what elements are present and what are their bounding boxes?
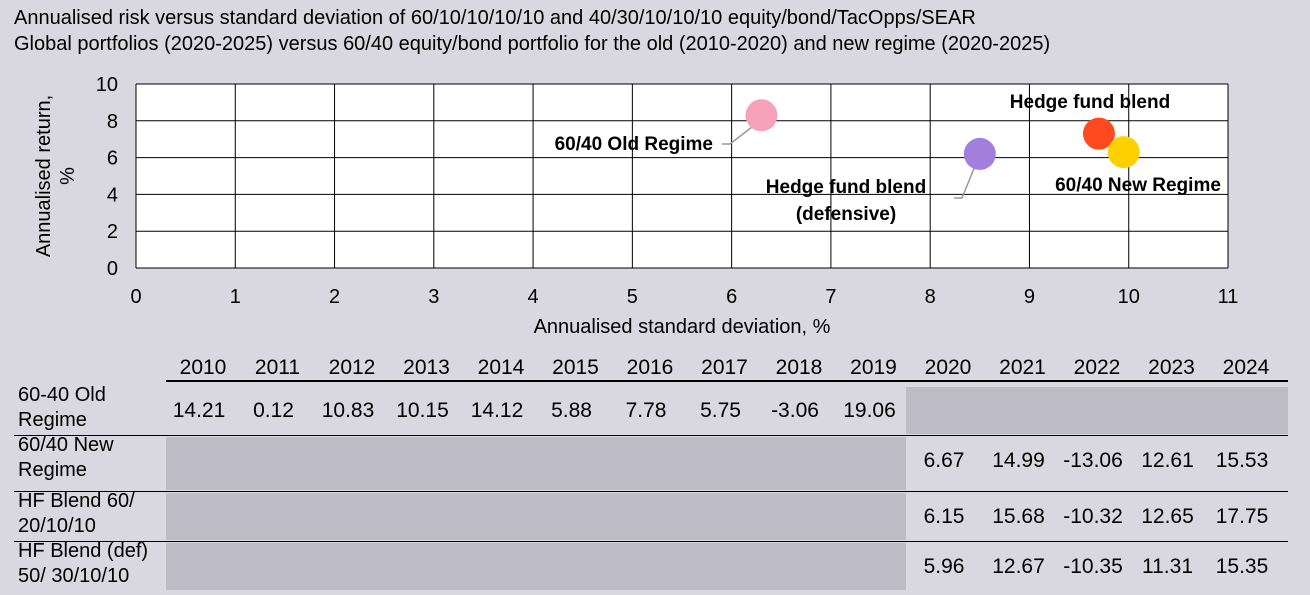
table-cell: 12.67: [992, 555, 1045, 578]
x-tick-label: 7: [825, 286, 836, 308]
table-cell: 7.78: [625, 399, 667, 422]
table-cell: 15.53: [1215, 449, 1269, 472]
table-cell: 5.88: [551, 399, 592, 422]
data-point: [745, 99, 778, 132]
table-cell: 6.67: [923, 449, 965, 472]
table-cell: 12.65: [1141, 505, 1194, 528]
chart-ticks: 0 1 2 3 4 5 6 7 8 9 10 11 0 2 4 6 8 10: [96, 74, 1239, 308]
table-cell: -10.32: [1063, 505, 1123, 528]
table-row-label: HF Blend 60/ 20/10/10: [18, 490, 135, 537]
table-cell: 10.15: [396, 399, 449, 422]
table-empty-shade: [166, 437, 906, 490]
table-cell: 11.31: [1142, 555, 1193, 578]
table-row-label: HF Blend (def) 50/ 30/10/10: [18, 540, 149, 587]
x-tick-label: 3: [428, 286, 439, 308]
table-header-rule: [166, 380, 1288, 382]
table-year-header: 2017: [701, 356, 748, 379]
table-year-header: 2014: [477, 356, 525, 379]
table-cell: 5.75: [700, 399, 741, 422]
table-year-header: 2018: [775, 356, 823, 379]
point-label: Hedge fund blend: [1010, 92, 1170, 113]
table-year-header: 2023: [1148, 356, 1195, 379]
table-cell: 15.35: [1215, 555, 1269, 578]
table-year-header: 2022: [1073, 356, 1121, 379]
table-year-header: 2019: [850, 356, 897, 379]
data-point: [963, 137, 996, 170]
x-tick-label: 10: [1118, 286, 1140, 308]
chart-points: 60/40 Old Regime Hedge fund blend (defensi…: [555, 92, 1221, 225]
scatter-chart: 0 1 2 3 4 5 6 7 8 9 10 11 0 2 4 6 8 10 Annualised standar…: [33, 74, 1239, 338]
point-label: 60/40 Old Regime: [555, 134, 713, 155]
table-empty-shade: [166, 543, 906, 590]
data-point: [1082, 117, 1115, 150]
point-label: (defensive): [796, 204, 896, 225]
table-cell: 14.12: [470, 399, 524, 422]
x-axis-label: Annualised standard deviation, %: [534, 316, 831, 338]
data-point: [1107, 136, 1140, 169]
chart-title-line-2: Global portfolios (2020-2025) versus 60/…: [14, 33, 1051, 55]
table-cell: 19.06: [843, 399, 896, 422]
table-cell: -13.06: [1063, 449, 1123, 472]
x-tick-label: 0: [130, 286, 141, 308]
y-tick-label: 10: [96, 74, 118, 96]
table-year-header: 2012: [328, 356, 376, 379]
y-tick-label: 0: [107, 258, 118, 280]
chart-grid: [135, 83, 1229, 269]
table-row-label: 60/40 New Regime: [18, 434, 114, 481]
y-tick-label: 6: [107, 148, 118, 170]
table-year-header: 2020: [924, 356, 972, 379]
table-cell: 6.15: [923, 505, 965, 528]
table-row-rule: [14, 491, 1288, 492]
table-empty-shade: [166, 493, 906, 540]
table-year-header: 2024: [1222, 356, 1270, 379]
point-label: Hedge fund blend: [766, 177, 926, 198]
table-empty-shade: [906, 387, 1288, 434]
table-year-header: 2013: [403, 356, 450, 379]
table-cell: 14.99: [992, 449, 1045, 472]
y-axis-label: Annualised return,%: [33, 95, 79, 257]
table-cell: 12.61: [1141, 449, 1194, 472]
point-leader-line: [954, 165, 976, 199]
y-tick-label: 4: [107, 184, 118, 206]
x-tick-label: 8: [925, 286, 936, 308]
x-tick-label: 2: [329, 286, 340, 308]
table-cell: 15.68: [992, 505, 1045, 528]
table-cell: 10.83: [321, 399, 375, 422]
table-year-header: 2010: [179, 356, 227, 379]
x-tick-label: 5: [627, 286, 638, 308]
y-tick-label: 2: [107, 221, 118, 243]
x-tick-label: 9: [1024, 286, 1035, 308]
table-year-header: 2016: [626, 356, 674, 379]
table-cell: -10.35: [1063, 555, 1123, 578]
plot-area: [136, 84, 1228, 268]
table-year-header: 2021: [999, 356, 1046, 379]
table-row-rule: [14, 435, 1288, 436]
table-year-header: 2011: [254, 356, 301, 379]
table-cell: 14.21: [172, 399, 226, 422]
table-year-header: 2015: [552, 356, 599, 379]
y-tick-label: 8: [107, 111, 118, 133]
table-cell: -3.06: [771, 399, 819, 422]
x-tick-label: 6: [726, 286, 737, 308]
table-row-label: 60-40 Old Regime: [18, 384, 106, 431]
table-row-rule: [14, 541, 1288, 542]
x-tick-label: 4: [528, 286, 539, 308]
point-leader-line: [722, 126, 753, 145]
table-cell: 17.75: [1215, 505, 1269, 528]
table-cell: 0.12: [253, 399, 294, 422]
x-tick-label: 1: [230, 286, 241, 308]
table-cell: 5.96: [923, 555, 965, 578]
x-tick-label: 11: [1218, 286, 1239, 308]
point-label: 60/40 New Regime: [1055, 175, 1221, 196]
chart-title-line-1: Annualised risk versus standard deviatio…: [14, 7, 976, 29]
